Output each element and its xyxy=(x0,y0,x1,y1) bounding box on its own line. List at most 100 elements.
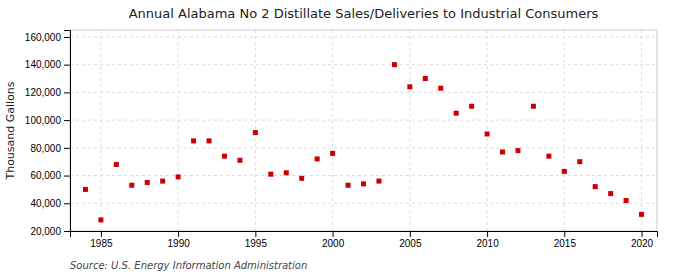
y-axis: 20,000 40,000 60,000 80,000 100,000 120,000 14… xyxy=(25,31,71,237)
tick-label: 120,000 xyxy=(25,87,62,98)
tick: 40,000 xyxy=(30,198,70,209)
point xyxy=(593,184,598,189)
tick: 120,000 xyxy=(25,87,70,98)
grid-line xyxy=(409,30,410,231)
plot-area: 1985 1990 1995 2000 2005 2010 2015 2020 20,000 40… xyxy=(25,30,658,249)
point xyxy=(608,191,613,196)
point xyxy=(639,212,644,217)
point xyxy=(531,104,536,109)
tick-label: 2005 xyxy=(399,238,422,249)
tick-mark xyxy=(178,231,179,237)
point xyxy=(392,62,397,67)
point xyxy=(454,111,459,116)
grid-line xyxy=(641,30,642,231)
tick: 1985 xyxy=(90,231,113,249)
tick-label: 2015 xyxy=(554,238,577,249)
point xyxy=(624,198,629,203)
tick: 140,000 xyxy=(25,59,70,70)
tick: 2005 xyxy=(399,231,422,249)
tick-mark xyxy=(64,148,70,149)
point xyxy=(222,154,227,159)
grid-line xyxy=(70,147,657,148)
point xyxy=(469,104,474,109)
point xyxy=(237,158,242,163)
tick-label: 1995 xyxy=(245,238,268,249)
tick: 1990 xyxy=(168,231,191,249)
point xyxy=(407,84,412,89)
point xyxy=(500,149,505,154)
tick-mark xyxy=(64,37,70,38)
tick-mark xyxy=(564,231,565,237)
tick-label: 40,000 xyxy=(30,198,61,209)
tick-mark xyxy=(642,231,643,237)
point xyxy=(284,170,289,175)
tick-mark xyxy=(410,231,411,237)
tick: 2020 xyxy=(631,231,654,249)
tick-label: 100,000 xyxy=(25,115,62,126)
tick-mark xyxy=(64,176,70,177)
points xyxy=(83,62,644,222)
tick-label: 2020 xyxy=(631,238,654,249)
source: Source: U.S. Energy Information Administ… xyxy=(70,260,307,271)
grid-line xyxy=(487,30,488,231)
point xyxy=(176,174,181,179)
tick: 1995 xyxy=(245,231,268,249)
tick: 160,000 xyxy=(25,32,70,43)
grid xyxy=(70,30,657,231)
grid-line xyxy=(70,64,657,65)
point xyxy=(330,151,335,156)
tick-label: 60,000 xyxy=(30,170,61,181)
grid-line xyxy=(332,30,333,231)
tick-label: 1990 xyxy=(168,238,191,249)
point xyxy=(191,138,196,143)
tick-mark xyxy=(101,231,102,237)
tick-label: 140,000 xyxy=(25,59,62,70)
tick-label: 80,000 xyxy=(30,143,61,154)
y-axis-label: Thousand Gallons xyxy=(4,81,17,180)
tick-mark xyxy=(255,231,256,237)
tick: 100,000 xyxy=(25,115,70,126)
tick-label: 1985 xyxy=(90,238,113,249)
tick-mark xyxy=(64,65,70,66)
point xyxy=(423,76,428,81)
tick: 2000 xyxy=(322,231,345,249)
tick-mark xyxy=(64,203,70,204)
tick-mark xyxy=(64,231,70,232)
tick-mark xyxy=(333,231,334,237)
grid-line xyxy=(100,30,101,231)
point xyxy=(253,130,258,135)
point xyxy=(129,183,134,188)
plot-frame xyxy=(70,30,657,231)
x-axis: 1985 1990 1995 2000 2005 2010 2015 2020 xyxy=(71,231,658,249)
axis-line xyxy=(64,31,71,232)
point xyxy=(160,179,165,184)
tick: 60,000 xyxy=(30,170,70,181)
grid-line xyxy=(178,30,179,231)
axis-line xyxy=(71,232,658,238)
tick-label: 2010 xyxy=(476,238,499,249)
point xyxy=(376,179,381,184)
tick-label: 160,000 xyxy=(25,32,62,43)
point xyxy=(268,172,273,177)
point xyxy=(361,181,366,186)
point xyxy=(485,131,490,136)
grid-line xyxy=(564,30,565,231)
point xyxy=(83,187,88,192)
tick: 20,000 xyxy=(30,226,70,237)
point xyxy=(145,180,150,185)
grid-line xyxy=(70,175,657,176)
point xyxy=(438,86,443,91)
grid-line xyxy=(70,36,657,37)
tick-label: 2000 xyxy=(322,238,345,249)
tick-label: 20,000 xyxy=(30,226,61,237)
grid-line xyxy=(70,92,657,93)
point xyxy=(98,217,103,222)
point xyxy=(315,156,320,161)
tick-mark xyxy=(64,92,70,93)
grid-line xyxy=(70,203,657,204)
chart: 1985 1990 1995 2000 2005 2010 2015 2020 20,000 40… xyxy=(0,0,675,275)
point xyxy=(577,159,582,164)
point xyxy=(546,154,551,159)
point xyxy=(346,183,351,188)
tick: 2015 xyxy=(554,231,577,249)
